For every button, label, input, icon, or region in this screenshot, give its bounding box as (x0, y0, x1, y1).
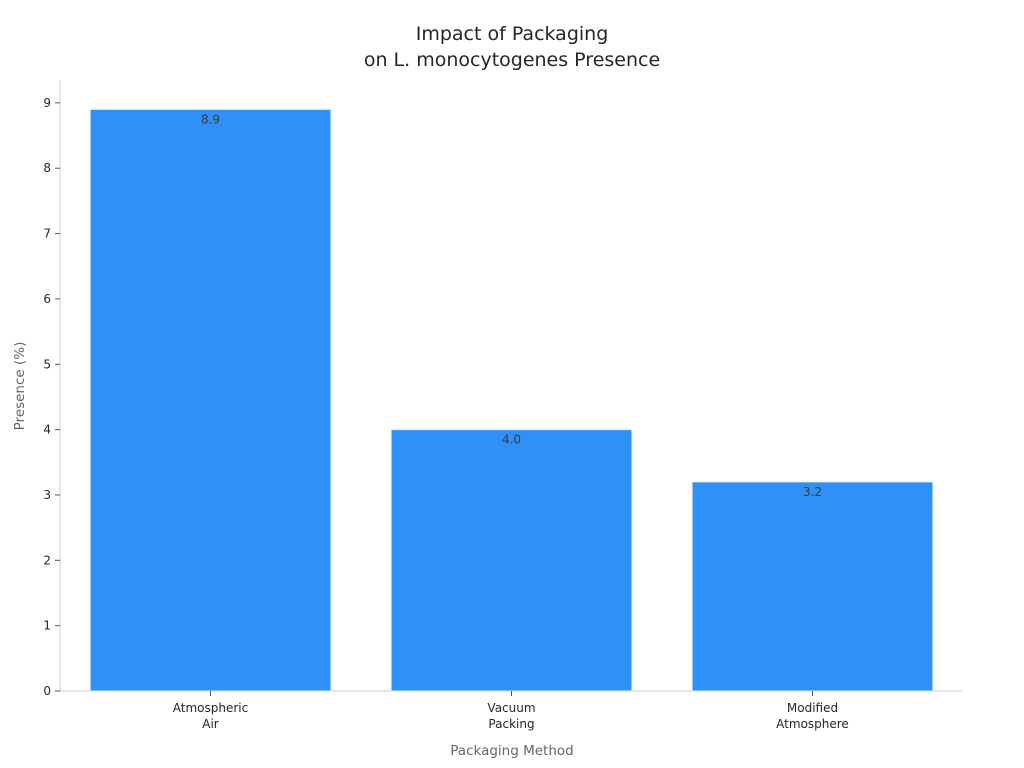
bar (390, 429, 633, 692)
y-tick-label: 7 (43, 227, 51, 241)
y-tick-label: 9 (43, 96, 51, 110)
bar-value-label: 8.9 (201, 112, 220, 126)
y-tick-label: 3 (43, 488, 51, 502)
y-tick-label: 6 (43, 292, 51, 306)
y-tick-label: 8 (43, 161, 51, 175)
x-tick-label: Packing (488, 717, 534, 731)
x-tick-label: Modified (787, 701, 838, 715)
bar-value-label: 4.0 (502, 433, 521, 447)
chart-title-line-1: Impact of Packaging (416, 23, 609, 45)
x-axis-label: Packaging Method (450, 743, 573, 759)
y-tick-label: 1 (43, 619, 51, 633)
bar (691, 481, 934, 692)
x-tick-label: Air (202, 717, 219, 731)
y-tick-label: 4 (43, 423, 51, 437)
y-tick-label: 0 (43, 684, 51, 698)
x-tick-label: Atmosphere (776, 717, 849, 731)
bar-value-label: 3.2 (803, 485, 822, 499)
x-tick-label: Atmospheric (173, 701, 248, 715)
chart-title-line-2: on L. monocytogenes Presence (364, 49, 660, 71)
y-tick-label: 5 (43, 357, 51, 371)
bar (89, 108, 332, 692)
y-tick-label: 2 (43, 553, 51, 567)
y-axis-label: Presence (%) (12, 342, 28, 431)
x-tick-label: Vacuum (487, 701, 535, 715)
plot-area: 0 1 2 3 4 5 6 7 8 9 8.9 Atmospheric Air 4.0 Vacuum Pack… (43, 80, 963, 731)
